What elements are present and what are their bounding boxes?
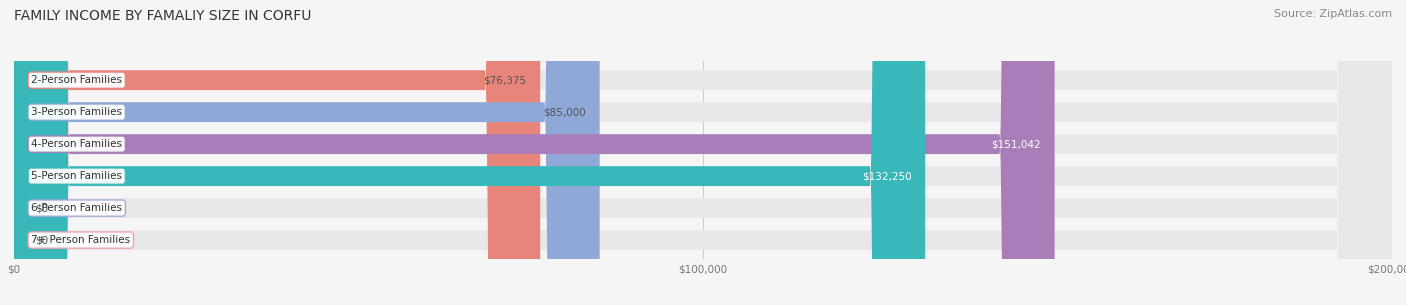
FancyBboxPatch shape — [14, 0, 1054, 305]
Text: 7+ Person Families: 7+ Person Families — [31, 235, 131, 245]
Text: $132,250: $132,250 — [862, 171, 911, 181]
Text: 3-Person Families: 3-Person Families — [31, 107, 122, 117]
Text: 5-Person Families: 5-Person Families — [31, 171, 122, 181]
Text: Source: ZipAtlas.com: Source: ZipAtlas.com — [1274, 9, 1392, 19]
FancyBboxPatch shape — [14, 0, 540, 305]
FancyBboxPatch shape — [14, 0, 925, 305]
Text: FAMILY INCOME BY FAMALIY SIZE IN CORFU: FAMILY INCOME BY FAMALIY SIZE IN CORFU — [14, 9, 312, 23]
FancyBboxPatch shape — [14, 0, 600, 305]
Text: $151,042: $151,042 — [991, 139, 1040, 149]
Text: $85,000: $85,000 — [543, 107, 586, 117]
FancyBboxPatch shape — [14, 0, 1392, 305]
FancyBboxPatch shape — [14, 0, 1392, 305]
FancyBboxPatch shape — [14, 0, 1392, 305]
Text: 2-Person Families: 2-Person Families — [31, 75, 122, 85]
Text: 4-Person Families: 4-Person Families — [31, 139, 122, 149]
Text: $76,375: $76,375 — [484, 75, 526, 85]
Text: 6-Person Families: 6-Person Families — [31, 203, 122, 213]
FancyBboxPatch shape — [14, 0, 1392, 305]
FancyBboxPatch shape — [14, 0, 1392, 305]
Text: $0: $0 — [35, 203, 48, 213]
Text: $0: $0 — [35, 235, 48, 245]
FancyBboxPatch shape — [14, 0, 1392, 305]
